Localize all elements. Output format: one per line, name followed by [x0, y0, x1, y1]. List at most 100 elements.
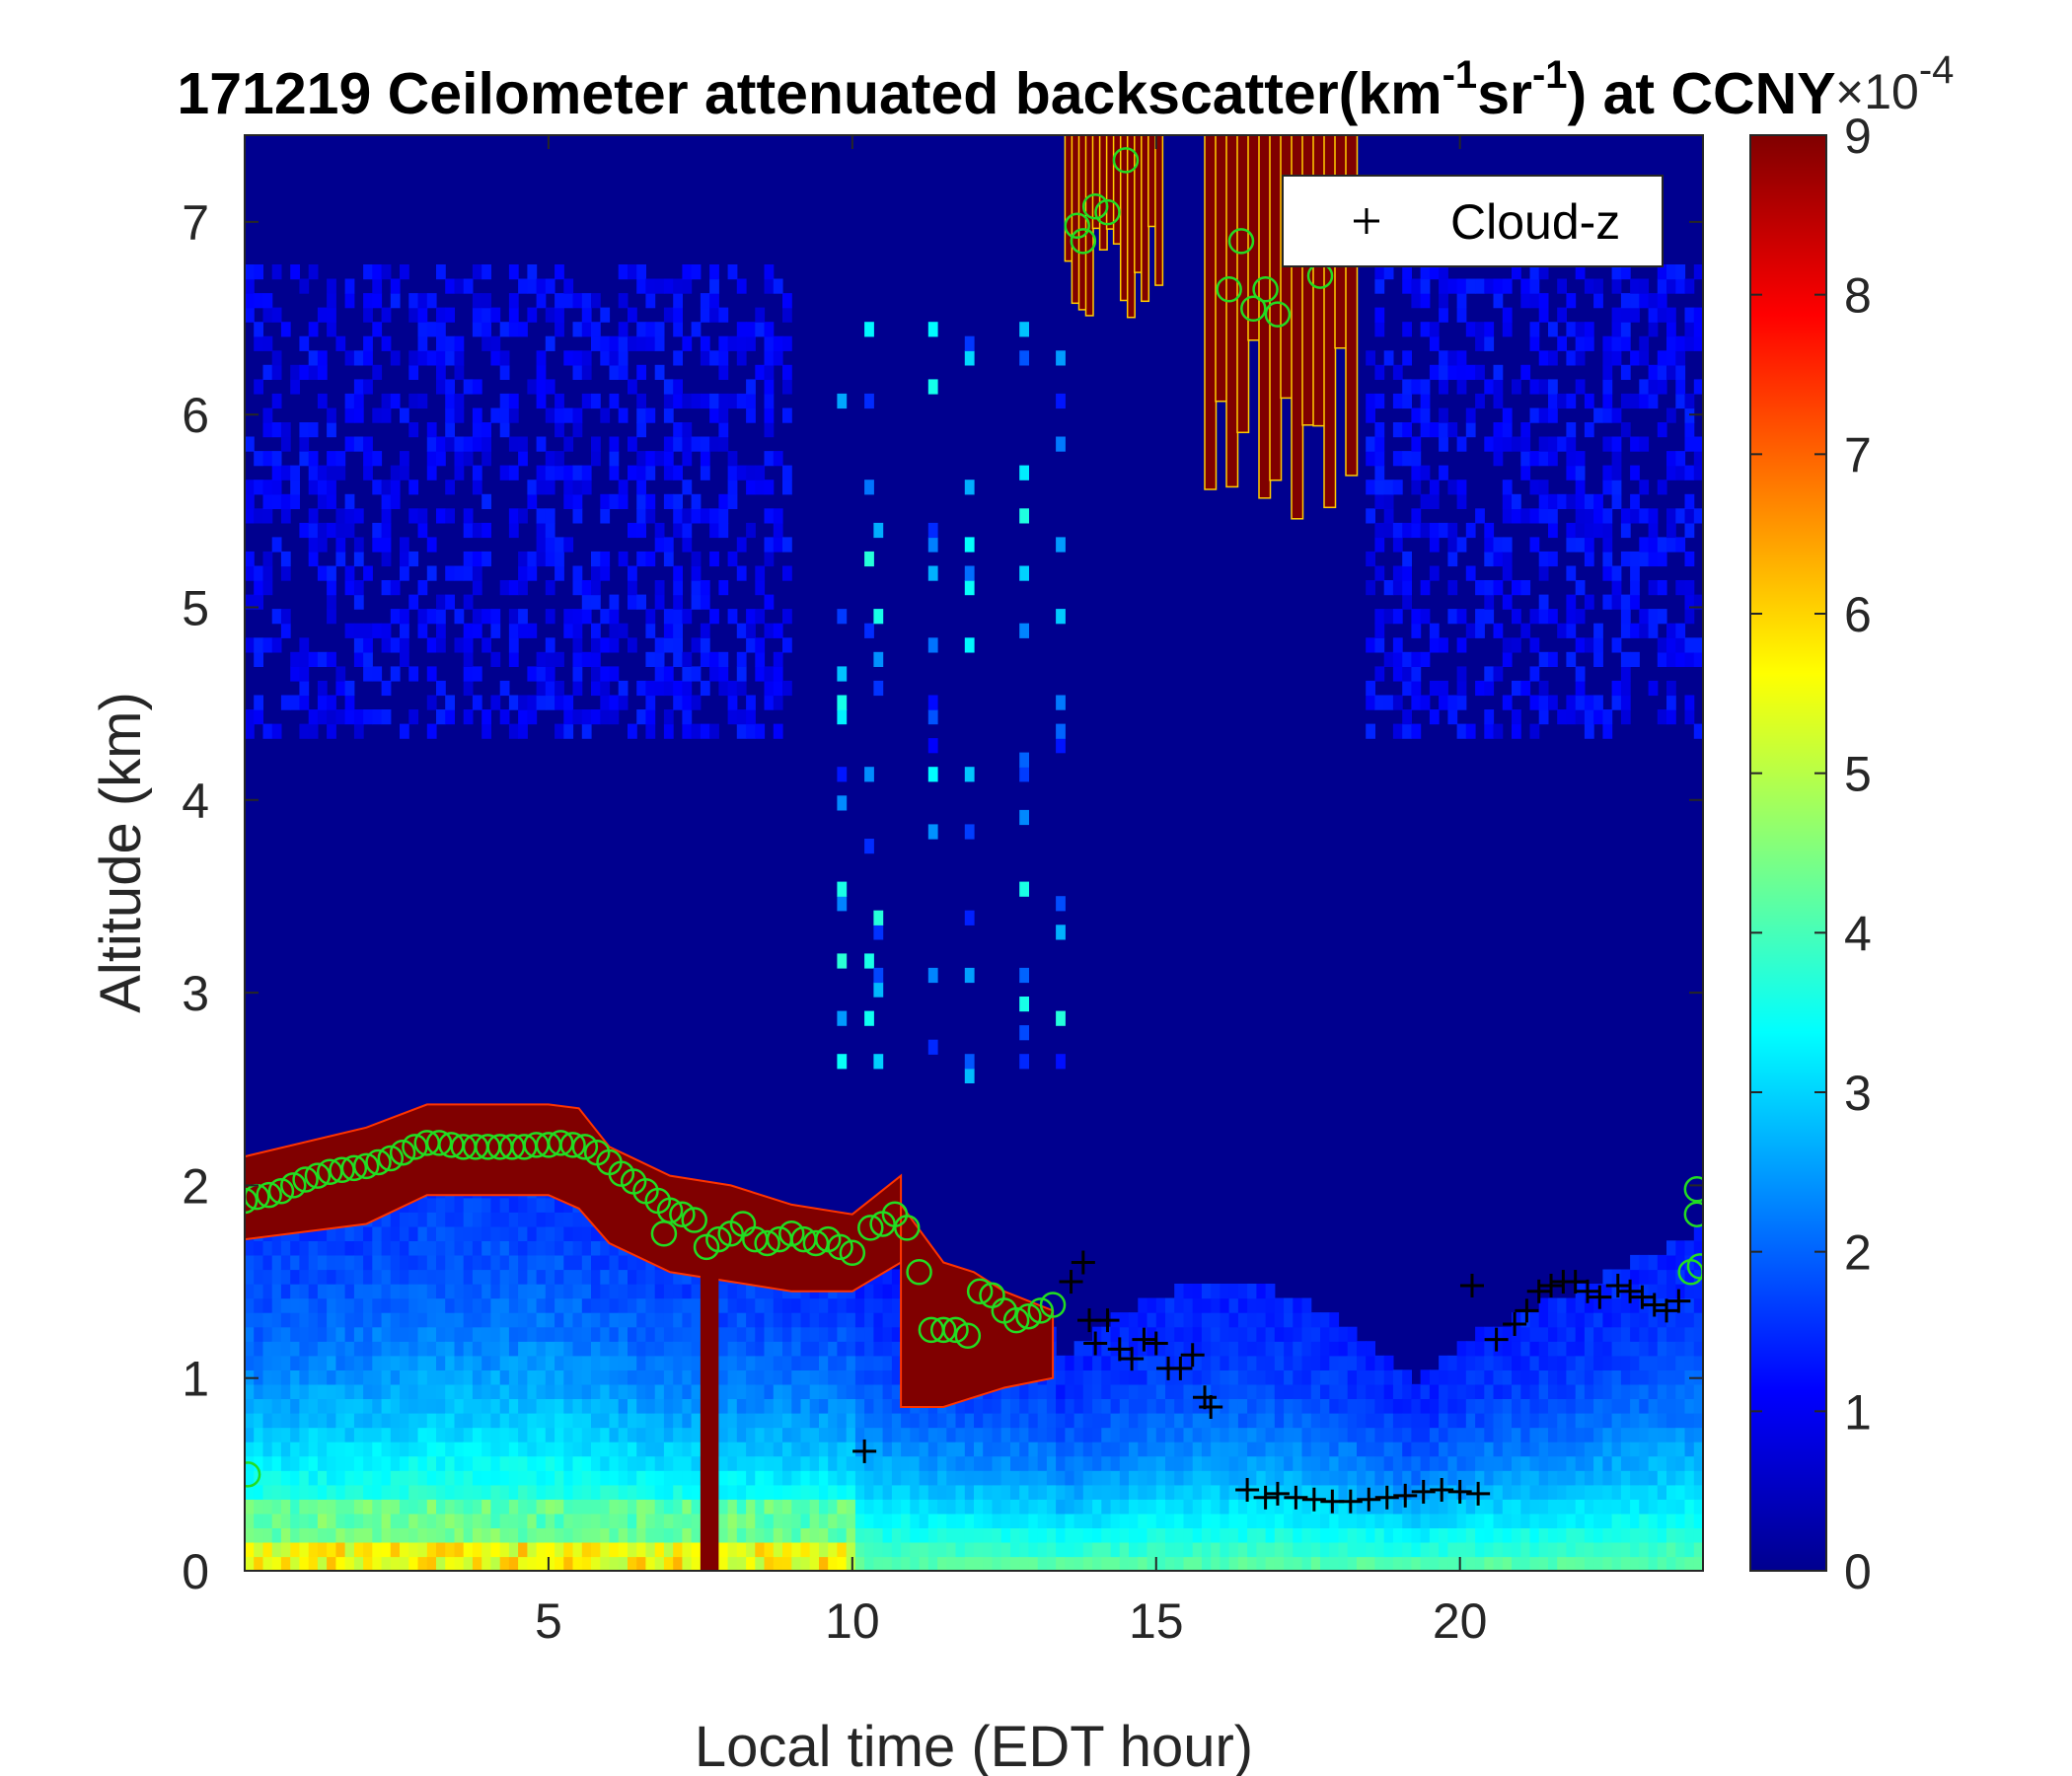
heatmap-cell [1429, 522, 1440, 539]
heatmap-cell [317, 393, 328, 409]
heatmap-cell [837, 709, 848, 725]
heatmap-cell [536, 695, 547, 710]
heatmap-cell [1165, 1341, 1175, 1357]
heatmap-cell [436, 1413, 446, 1429]
heatmap-cell [663, 393, 674, 409]
heatmap-cell [1675, 1284, 1686, 1299]
heatmap-cell [736, 537, 747, 553]
heatmap-cell [1019, 752, 1029, 768]
heatmap-cell [1402, 393, 1412, 409]
heatmap-cell [1284, 1427, 1294, 1443]
heatmap-cell [1538, 609, 1549, 625]
heatmap-cell [335, 1527, 346, 1543]
heatmap-cell [1639, 1427, 1650, 1443]
heatmap-cell [1256, 1442, 1267, 1457]
heatmap-cell [454, 1355, 465, 1370]
heatmap-cell [682, 1541, 693, 1558]
heatmap-cell [518, 1297, 528, 1313]
heatmap-cell [1129, 1442, 1139, 1457]
heatmap-cell [1639, 379, 1650, 395]
heatmap-cell [873, 1541, 884, 1558]
heatmap-cell [1502, 1556, 1513, 1571]
heatmap-cell [974, 1413, 984, 1429]
heatmap-cell [1639, 1527, 1650, 1543]
heatmap-cell [1493, 1455, 1504, 1471]
heatmap-cell [472, 1284, 482, 1299]
heatmap-cell [280, 322, 291, 337]
heatmap-cell [426, 422, 437, 438]
heatmap-cell [837, 1312, 848, 1328]
heatmap-cell [1411, 666, 1422, 682]
heatmap-cell [400, 1427, 409, 1443]
heatmap-cell [518, 322, 528, 337]
heatmap-cell [436, 1369, 446, 1385]
heatmap-cell [1648, 537, 1659, 553]
heatmap-cell [1575, 1326, 1586, 1342]
heatmap-cell [454, 1326, 465, 1342]
heatmap-cell [645, 1455, 656, 1471]
heatmap-cell [1611, 1341, 1622, 1357]
heatmap-cell [1220, 1326, 1230, 1342]
heatmap-cell [271, 393, 282, 409]
heatmap-cell [390, 1326, 401, 1342]
heatmap-cell [1138, 1499, 1148, 1515]
heatmap-cell [1439, 1355, 1448, 1370]
heatmap-cell [591, 1355, 601, 1370]
heatmap-cell [682, 393, 693, 409]
heatmap-cell [280, 1312, 291, 1328]
heatmap-cell [691, 1513, 702, 1528]
heatmap-cell [555, 1556, 564, 1571]
heatmap-cell [1593, 293, 1603, 309]
heatmap-cell [400, 1326, 409, 1342]
heatmap-cell [1493, 537, 1504, 553]
heatmap-cell [1566, 1499, 1577, 1515]
heatmap-cell [317, 1499, 328, 1515]
heatmap-cell [1220, 1484, 1230, 1500]
heatmap-cell [1557, 1541, 1567, 1558]
heatmap-cell [545, 307, 555, 323]
heatmap-cell [1357, 1527, 1367, 1543]
heatmap-cell [964, 580, 975, 596]
heatmap-cell [271, 307, 282, 323]
heatmap-cell [645, 1369, 656, 1385]
heatmap-cell [555, 1225, 564, 1241]
heatmap-cell [1684, 335, 1695, 351]
heatmap-cell [481, 436, 491, 452]
heatmap-cell [663, 1369, 674, 1385]
heatmap-cell [1493, 551, 1504, 567]
heatmap-cell [1584, 723, 1594, 739]
heatmap-cell [1493, 580, 1504, 596]
heatmap-cell [1548, 1455, 1558, 1471]
heatmap-cell [1174, 1398, 1184, 1414]
heatmap-cell [1657, 1556, 1667, 1571]
heatmap-cell [1630, 1541, 1640, 1558]
heatmap-cell [463, 1312, 474, 1328]
heatmap-cell [927, 695, 938, 710]
heatmap-cell [463, 1484, 474, 1500]
heatmap-cell [1648, 307, 1659, 323]
heatmap-cell [1502, 307, 1513, 323]
heatmap-cell [1374, 1398, 1385, 1414]
heatmap-cell [555, 1383, 564, 1399]
heatmap-cell [1439, 278, 1448, 294]
heatmap-cell [245, 278, 255, 294]
heatmap-cell [1329, 1326, 1340, 1342]
heatmap-cell [828, 1484, 838, 1500]
heatmap-cell [736, 335, 747, 351]
heatmap-cell [472, 1484, 482, 1500]
heatmap-cell [718, 1284, 729, 1299]
heatmap-cell [527, 1225, 538, 1241]
heatmap-cell [1183, 1455, 1194, 1471]
heatmap-cell [563, 278, 574, 294]
heatmap-cell [499, 1383, 510, 1399]
heatmap-cell [1256, 1326, 1267, 1342]
heatmap-cell [344, 350, 355, 366]
heatmap-cell [262, 1427, 273, 1443]
heatmap-cell [1465, 1383, 1476, 1399]
heatmap-cell [755, 322, 766, 337]
heatmap-cell [700, 623, 710, 638]
heatmap-cell [353, 1312, 364, 1328]
heatmap-cell [1301, 1470, 1312, 1486]
heatmap-cell [691, 1527, 702, 1543]
heatmap-cell [262, 451, 273, 467]
